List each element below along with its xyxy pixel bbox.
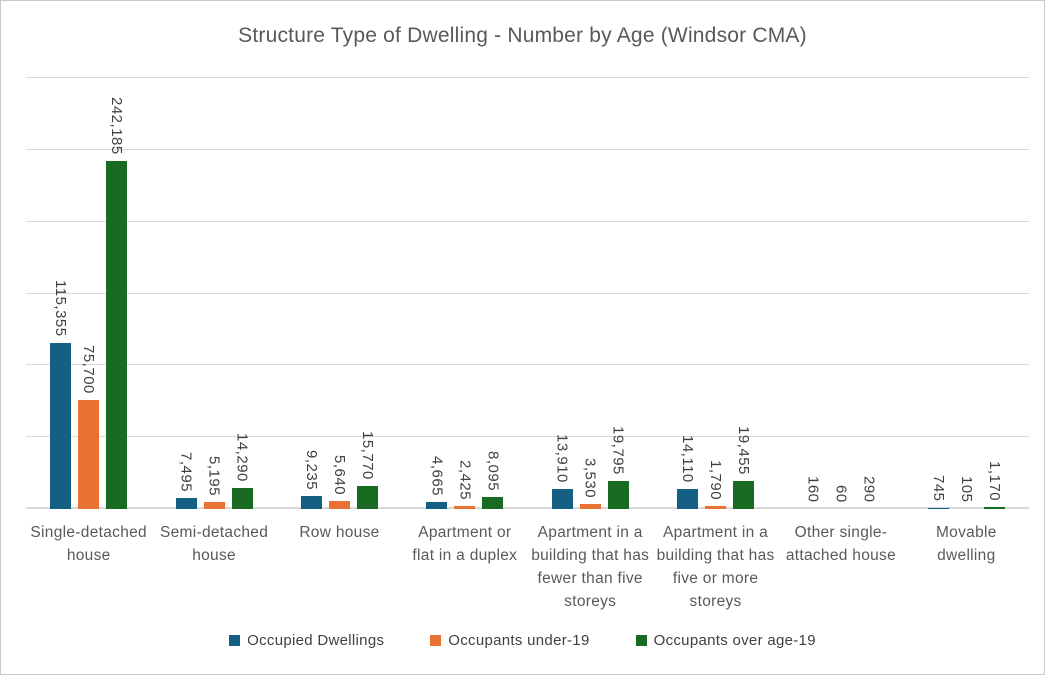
data-label: 13,910 — [553, 434, 571, 483]
gridline — [26, 436, 1029, 438]
data-label: 242,185 — [108, 97, 126, 155]
data-label: 14,110 — [679, 435, 697, 483]
bar-occupants-under-19-semi-detached-house — [203, 502, 225, 509]
data-label: 160 — [804, 476, 822, 503]
gridline — [26, 220, 1029, 222]
x-axis-label-apartment-or-flat-in-a-duplex: Apartment or flat in a duplex — [412, 524, 518, 564]
data-label: 7,495 — [177, 451, 195, 492]
bar-occupants-under-19-apartment-in-a-building-that-has-fewer-than-five-storeys — [579, 504, 601, 509]
bar-occupants-under-19-row-house — [328, 501, 350, 509]
bar-occupied-dwellings-apartment-or-flat-in-a-duplex — [426, 502, 448, 509]
chart-title: Structure Type of Dwelling - Number by A… — [238, 24, 807, 47]
bar-occupants-under-19-single-detached-house — [78, 400, 100, 509]
legend-marker-icon — [229, 635, 241, 646]
x-axis-label-apartment-in-a-building-that-has-five-or-more-storeys: Apartment in a building that has five or… — [656, 524, 775, 610]
data-label: 19,455 — [735, 426, 753, 475]
data-label: 745 — [929, 475, 947, 502]
legend-label: Occupied Dwellings — [247, 632, 385, 649]
legend: Occupied Dwellings Occupants under-19 Oc… — [1, 632, 1044, 649]
bar-occupants-over-age-19-row-house — [356, 486, 378, 509]
data-label: 14,290 — [233, 433, 251, 482]
plot-area: 115,355 75,700 242,185 7,495 5,195 14,290 9,23… — [26, 77, 1029, 509]
gridline — [26, 77, 1029, 78]
data-label: 60 — [832, 485, 850, 503]
data-label: 290 — [860, 476, 878, 503]
bar-occupied-dwellings-movable-dwelling — [927, 508, 949, 509]
bar-occupants-over-age-19-movable-dwelling — [983, 507, 1005, 509]
legend-label: Occupants under-19 — [448, 632, 590, 649]
bar-occupied-dwellings-row-house — [300, 496, 322, 509]
data-label: 15,770 — [358, 431, 376, 480]
data-label: 1,170 — [985, 460, 1003, 501]
legend-label: Occupants over age-19 — [653, 632, 816, 649]
bar-occupied-dwellings-single-detached-house — [50, 343, 72, 509]
bar-occupants-over-age-19-single-detached-house — [106, 161, 128, 509]
legend-item-occupants-under-19: Occupants under-19 — [430, 632, 589, 649]
x-axis-label-apartment-in-a-building-that-has-fewer-than-five-storeys: Apartment in a building that has fewer t… — [531, 524, 650, 610]
x-axis-label-other-single-attached-house: Other single- attached house — [785, 524, 897, 564]
data-label: 75,700 — [80, 345, 98, 394]
bar-occupants-under-19-apartment-or-flat-in-a-duplex — [454, 506, 476, 509]
bar-occupied-dwellings-semi-detached-house — [175, 498, 197, 509]
bar-occupants-over-age-19-apartment-or-flat-in-a-duplex — [482, 497, 504, 509]
bar-occupants-over-age-19-semi-detached-house — [231, 488, 253, 509]
gridline — [26, 148, 1029, 150]
bar-occupants-over-age-19-apartment-in-a-building-that-has-fewer-than-five-storeys — [607, 481, 629, 509]
legend-marker-icon — [635, 635, 647, 646]
gridline — [26, 507, 1029, 509]
data-label: 5,640 — [330, 454, 348, 495]
data-label: 1,790 — [707, 459, 725, 500]
data-label: 115,355 — [52, 280, 70, 337]
data-label: 9,235 — [302, 449, 320, 490]
x-axis-label-row-house: Row house — [299, 524, 380, 541]
legend-marker-icon — [430, 635, 442, 646]
data-label: 5,195 — [205, 455, 223, 496]
bar-occupants-under-19-apartment-in-a-building-that-has-five-or-more-storeys — [705, 506, 727, 509]
data-label: 3,530 — [581, 457, 599, 498]
data-label: 2,425 — [456, 459, 474, 500]
x-axis-label-movable-dwelling: Movable dwelling — [935, 524, 997, 564]
x-axis-labels: Single-detached house Semi-detached house… — [26, 521, 1029, 621]
gridline — [26, 292, 1029, 294]
bar-occupants-over-age-19-apartment-in-a-building-that-has-five-or-more-storeys — [733, 481, 755, 509]
x-axis-label-semi-detached-house: Semi-detached house — [159, 524, 269, 564]
legend-item-occupants-over-age-19: Occupants over age-19 — [635, 632, 816, 649]
x-axis-label-single-detached-house: Single-detached house — [30, 524, 147, 564]
data-label: 8,095 — [484, 450, 502, 491]
data-label: 4,665 — [428, 455, 446, 496]
gridline — [26, 364, 1029, 366]
bar-occupied-dwellings-apartment-in-a-building-that-has-fewer-than-five-storeys — [551, 489, 573, 509]
bar-occupied-dwellings-apartment-in-a-building-that-has-five-or-more-storeys — [677, 489, 699, 509]
legend-item-occupied-dwellings: Occupied Dwellings — [229, 632, 384, 649]
data-label: 105 — [957, 476, 975, 503]
data-label: 19,795 — [609, 426, 627, 475]
